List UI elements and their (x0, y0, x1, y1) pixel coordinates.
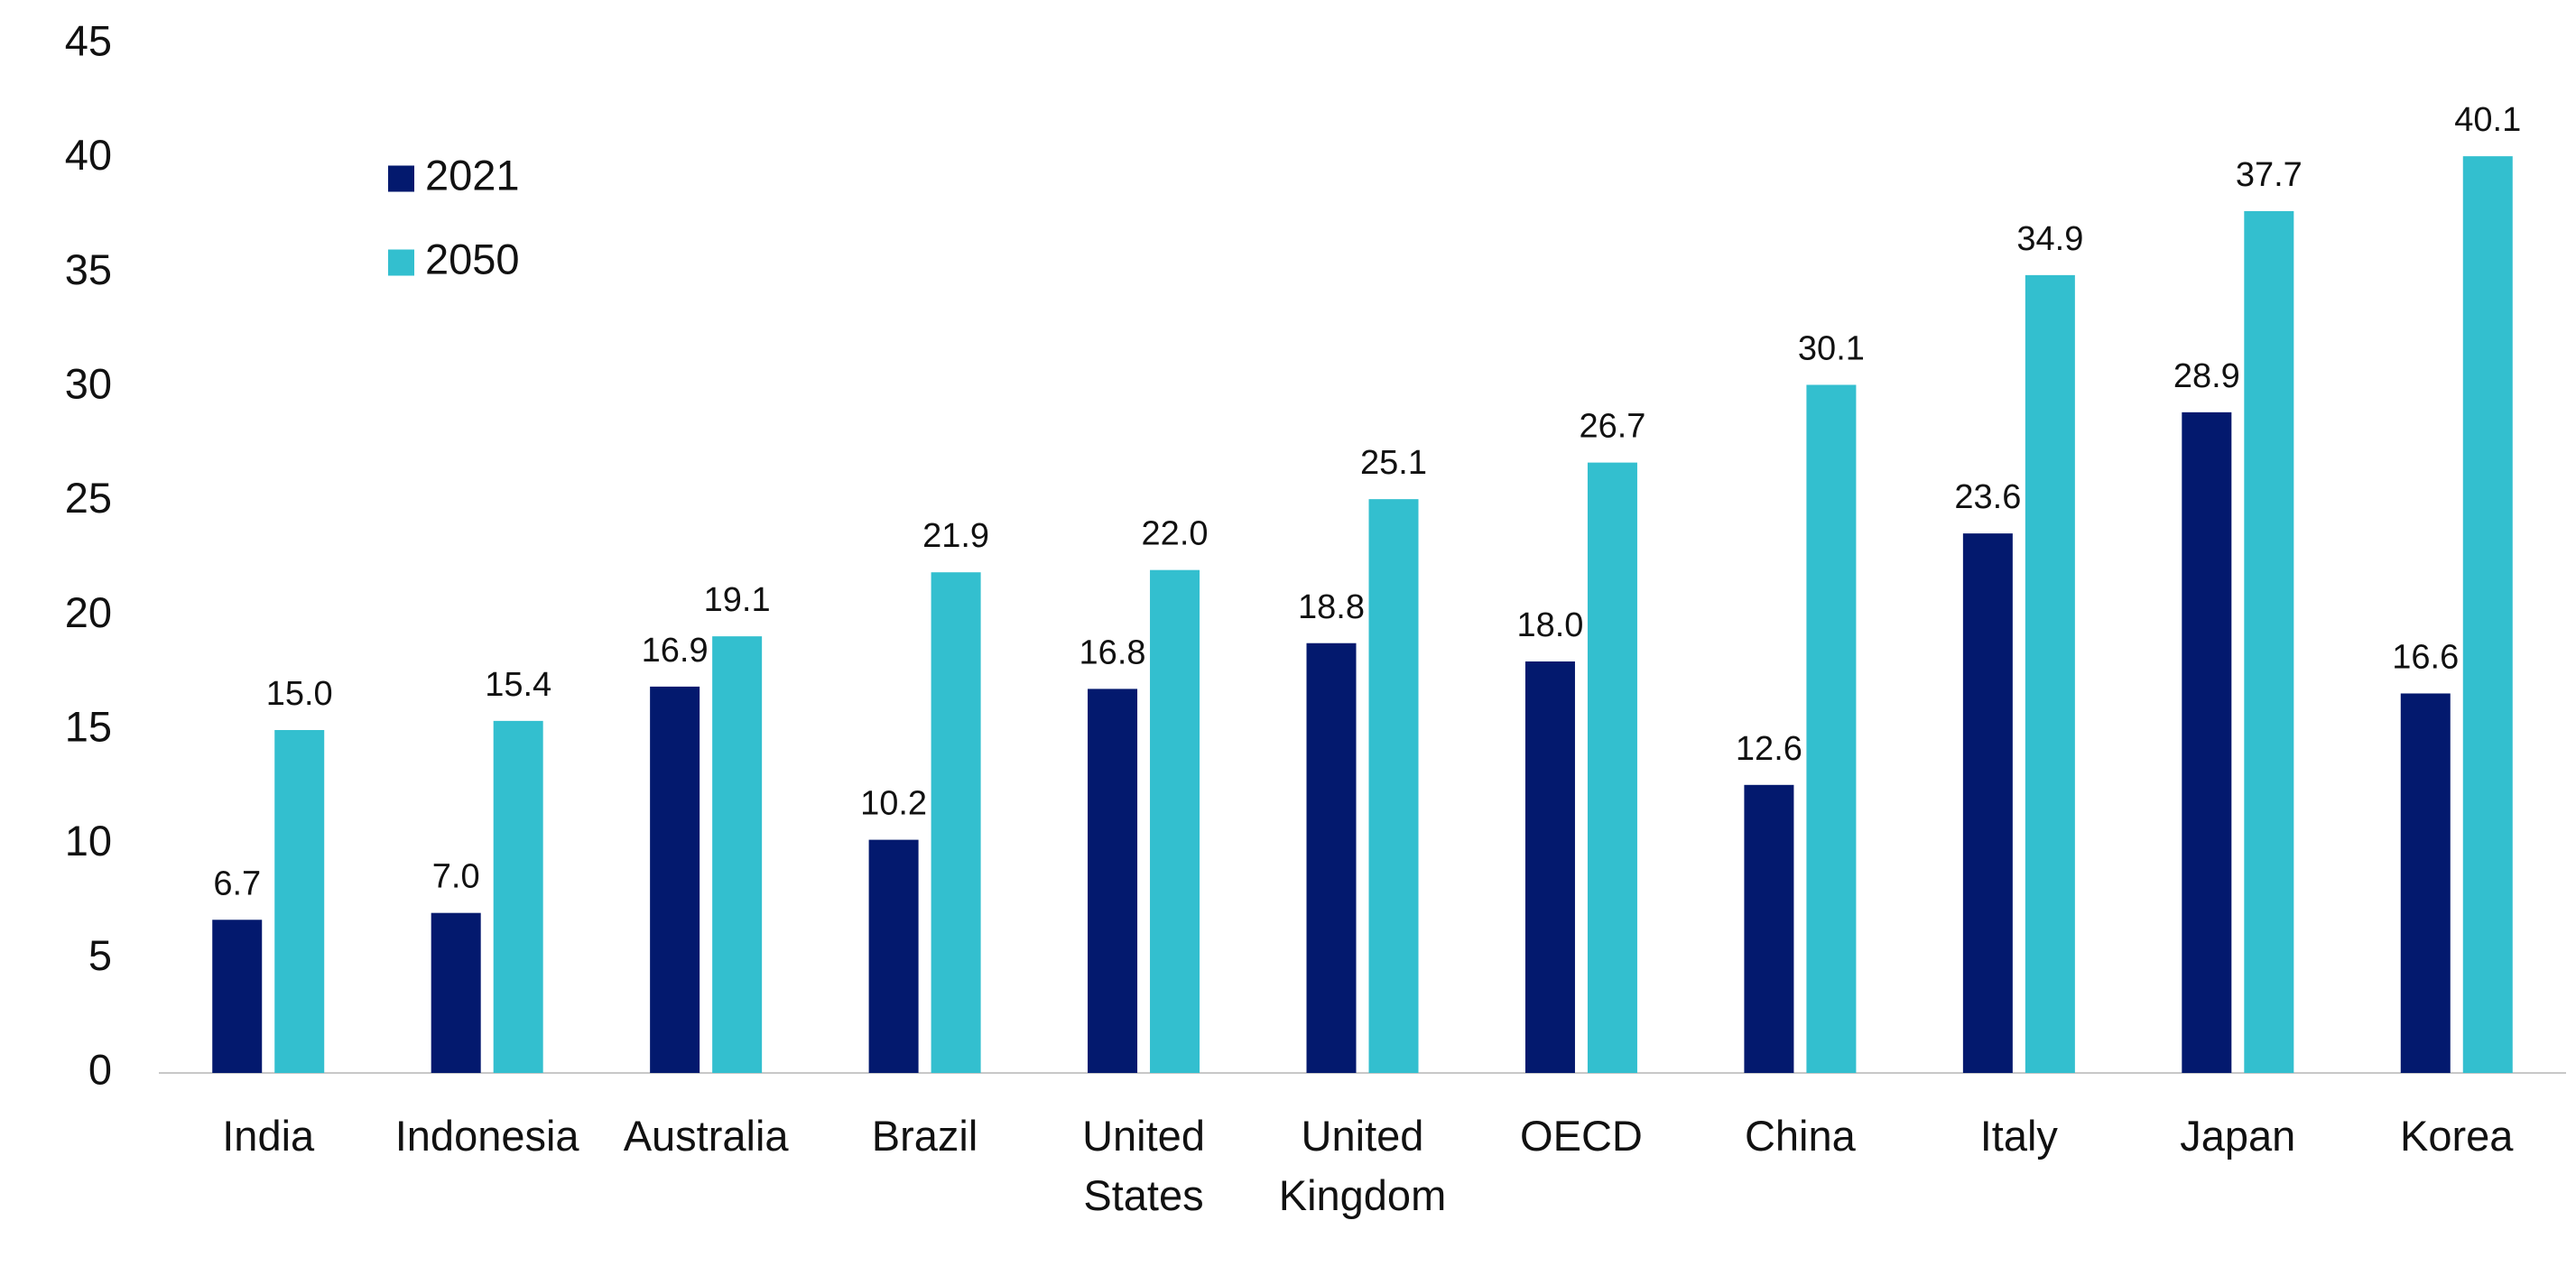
bar (1150, 569, 1200, 1073)
legend-swatch (388, 249, 414, 276)
x-tick-label: United States (1082, 1112, 1205, 1219)
data-label: 26.7 (1579, 408, 1645, 446)
bar (493, 720, 543, 1073)
bar (712, 636, 763, 1073)
y-tick-label: 25 (65, 474, 112, 522)
data-label: 7.0 (432, 858, 480, 896)
bar (1744, 784, 1794, 1073)
y-tick-label: 15 (65, 702, 112, 750)
data-label: 40.1 (2454, 101, 2521, 139)
bar (650, 686, 700, 1073)
x-tick-label: Indonesia (394, 1112, 579, 1160)
bar (431, 912, 481, 1073)
bar (2462, 156, 2513, 1074)
data-label: 12.6 (1736, 730, 1802, 768)
bar (1962, 533, 2013, 1073)
bar (2400, 693, 2451, 1073)
data-label: 6.7 (213, 865, 261, 902)
x-tick-label: United Kingdom (1278, 1112, 1447, 1219)
x-tick-label: Korea (2400, 1112, 2514, 1160)
data-label: 16.8 (1080, 633, 1146, 671)
data-label: 34.9 (2016, 220, 2083, 258)
bar (212, 920, 263, 1073)
y-tick-label: 10 (65, 817, 112, 865)
data-label: 21.9 (922, 517, 989, 555)
bar (931, 572, 981, 1073)
x-tick-label: India (222, 1112, 315, 1160)
y-tick-label: 35 (65, 245, 112, 293)
x-tick-label: Japan (2180, 1112, 2296, 1160)
bar (2025, 274, 2075, 1073)
data-label: 15.4 (485, 666, 551, 704)
x-tick-label: Australia (623, 1112, 789, 1160)
bar (1806, 384, 1857, 1073)
data-label: 23.6 (1954, 478, 2021, 516)
legend-label: 2021 (425, 151, 520, 199)
y-tick-label: 20 (65, 588, 112, 636)
data-label: 28.9 (2173, 357, 2240, 395)
bar (868, 839, 919, 1073)
y-tick-label: 0 (88, 1045, 112, 1093)
data-label: 37.7 (2236, 156, 2303, 194)
x-tick-label: China (1744, 1112, 1856, 1160)
data-label: 25.1 (1360, 444, 1427, 482)
bar (1368, 499, 1419, 1073)
data-label: 18.8 (1298, 588, 1365, 626)
data-label: 22.0 (1142, 515, 1209, 553)
bar (1524, 661, 1575, 1073)
data-label: 16.6 (2392, 638, 2459, 676)
y-tick-label: 45 (65, 16, 112, 64)
data-label: 16.9 (642, 632, 709, 670)
y-tick-label: 40 (65, 131, 112, 179)
x-tick-label: Brazil (871, 1112, 978, 1160)
data-label: 19.1 (704, 581, 771, 619)
data-label: 15.0 (266, 675, 333, 713)
bar (1587, 462, 1637, 1073)
y-tick-label: 30 (65, 359, 112, 407)
legend-label: 2050 (425, 235, 520, 282)
bar (1088, 689, 1138, 1073)
data-label: 30.1 (1798, 329, 1865, 367)
bar (2182, 411, 2232, 1073)
bar (274, 730, 325, 1073)
x-tick-label: OECD (1520, 1112, 1643, 1160)
bar (2244, 210, 2294, 1073)
y-tick-label: 5 (88, 931, 112, 979)
data-label: 18.0 (1516, 606, 1583, 644)
data-label: 10.2 (860, 785, 927, 823)
x-tick-label: Italy (1979, 1112, 2058, 1160)
bar (1306, 643, 1357, 1073)
legend-swatch (388, 165, 414, 192)
